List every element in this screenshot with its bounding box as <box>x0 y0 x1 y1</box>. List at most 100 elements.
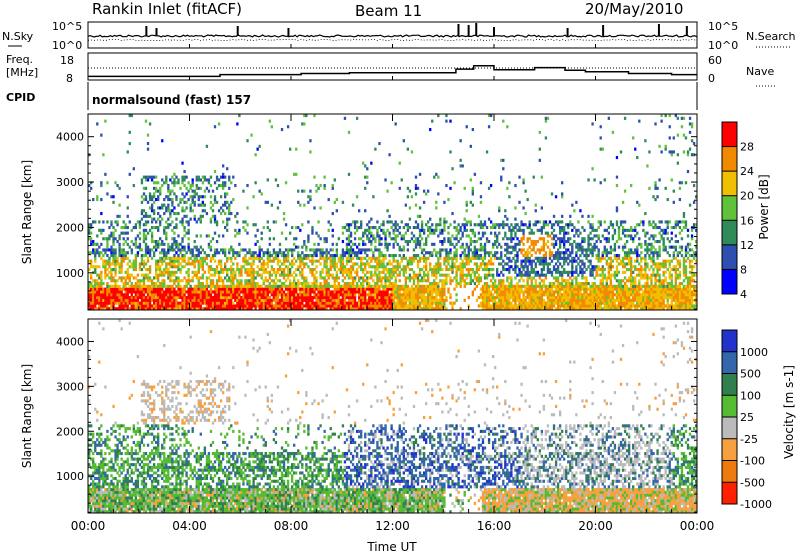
power-cell <box>260 265 263 269</box>
power-cell <box>284 248 288 252</box>
power-cell <box>437 270 440 274</box>
power-cell <box>286 293 290 297</box>
power-cell <box>157 189 160 193</box>
power-cell <box>217 287 221 291</box>
power-cell <box>540 290 544 294</box>
power-cell <box>181 209 184 213</box>
power-cell <box>384 178 387 182</box>
power-cell <box>201 287 205 291</box>
power-cell <box>400 296 403 300</box>
power-cell <box>179 270 182 274</box>
power-cell <box>219 284 223 288</box>
power-cell <box>437 262 440 266</box>
power-cell <box>175 279 178 283</box>
power-cell <box>272 279 276 283</box>
power-cell <box>534 273 537 277</box>
power-cell <box>138 226 142 230</box>
power-cell <box>437 256 440 260</box>
power-cell <box>506 268 509 272</box>
power-cell <box>560 237 564 241</box>
power-cell <box>183 287 186 291</box>
power-cell <box>380 296 383 300</box>
power-cell <box>522 301 525 305</box>
power-cell <box>136 287 140 291</box>
power-cell <box>422 301 426 305</box>
power-cell <box>195 287 198 291</box>
power-cell <box>258 268 261 272</box>
power-cell <box>217 270 221 274</box>
power-cell <box>90 296 93 300</box>
power-cell <box>353 307 357 311</box>
power-cell <box>520 273 523 277</box>
power-cell <box>252 304 255 308</box>
power-cell <box>187 228 190 232</box>
power-cell <box>309 304 312 308</box>
power-cell <box>540 262 544 266</box>
power-cell <box>494 234 497 238</box>
power-cell <box>171 256 174 260</box>
power-cell <box>286 251 290 255</box>
power-cell <box>260 298 263 302</box>
power-cell <box>268 284 271 288</box>
power-cell <box>353 304 357 308</box>
power-cell <box>449 282 452 286</box>
power-cell <box>331 242 334 246</box>
power-cell <box>364 287 367 291</box>
power-cell <box>494 284 497 288</box>
power-cell <box>544 256 548 260</box>
power-cell <box>563 240 566 244</box>
power-cell <box>516 259 519 263</box>
power-cell <box>408 262 412 266</box>
power-cell <box>140 290 144 294</box>
power-cell <box>221 175 225 179</box>
power-cell <box>140 301 144 305</box>
power-cell <box>556 251 560 255</box>
power-cell <box>558 270 562 274</box>
power-cell <box>526 226 529 230</box>
power-cell <box>508 276 511 280</box>
power-cell <box>331 184 334 188</box>
power-cell <box>246 251 249 255</box>
power-cell <box>92 220 95 224</box>
power-cell <box>122 256 125 260</box>
power-cell <box>90 265 93 269</box>
power-cell <box>357 298 361 302</box>
power-cell <box>215 178 219 182</box>
power-cell <box>165 268 168 272</box>
power-cell <box>362 282 365 286</box>
power-cell <box>494 298 497 302</box>
power-cell <box>203 284 207 288</box>
power-cell <box>327 251 330 255</box>
power-cell <box>299 301 302 305</box>
power-cell <box>380 223 383 227</box>
power-cell <box>323 293 326 297</box>
power-cell <box>335 273 338 277</box>
power-cell <box>431 287 434 291</box>
power-cell <box>530 307 533 311</box>
power-cell <box>441 298 444 302</box>
power-cell <box>526 248 529 252</box>
power-cell <box>236 262 239 266</box>
power-cell <box>250 276 253 280</box>
power-cell <box>412 256 416 260</box>
power-cell <box>236 268 239 272</box>
power-cell <box>167 262 170 266</box>
power-cell <box>219 298 223 302</box>
power-cell <box>219 296 223 300</box>
power-cell <box>144 175 148 179</box>
power-cell <box>201 265 205 269</box>
power-cell <box>370 242 373 246</box>
power-cell <box>402 256 405 260</box>
power-cell <box>542 220 546 224</box>
power-cell <box>500 254 503 258</box>
power-cell <box>376 282 379 286</box>
power-cell <box>439 301 442 305</box>
power-cell <box>414 175 418 179</box>
power-cell <box>522 307 525 311</box>
power-cell <box>266 296 269 300</box>
power-cell <box>384 245 387 249</box>
power-cell <box>455 268 458 272</box>
power-cell <box>331 256 334 260</box>
power-cell <box>260 237 263 241</box>
power-cell <box>187 189 190 193</box>
